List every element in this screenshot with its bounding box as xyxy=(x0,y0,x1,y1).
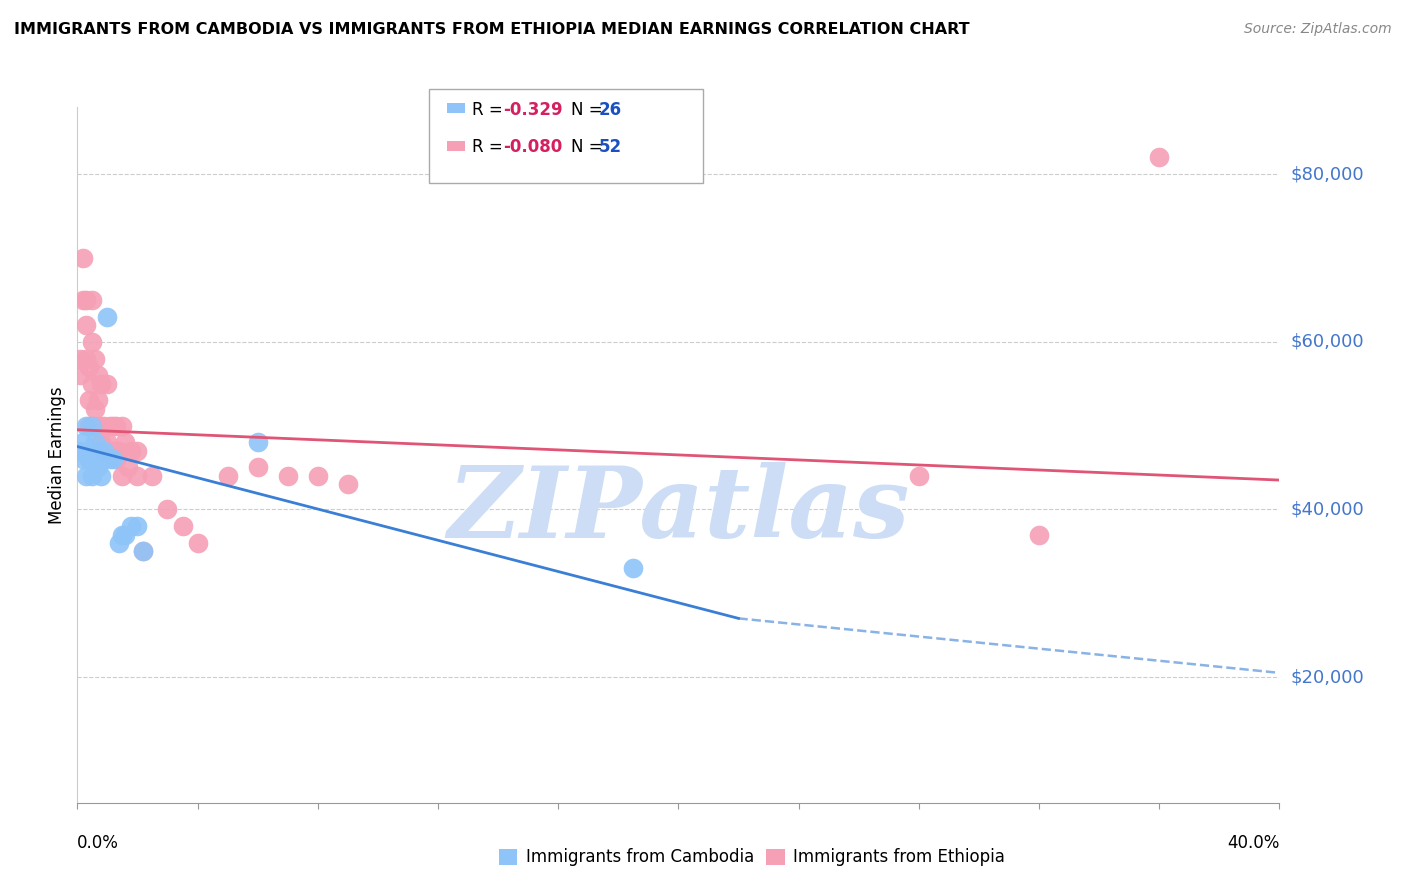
Text: -0.080: -0.080 xyxy=(503,138,562,156)
Point xyxy=(132,544,155,558)
Point xyxy=(186,536,209,550)
Point xyxy=(96,310,118,324)
Text: 26: 26 xyxy=(599,101,621,119)
Point xyxy=(114,527,136,541)
Point xyxy=(93,443,115,458)
Point xyxy=(87,368,110,383)
Point xyxy=(132,544,155,558)
Point xyxy=(103,452,125,467)
Point xyxy=(79,418,101,433)
Point xyxy=(90,376,112,391)
Point xyxy=(108,443,131,458)
Point xyxy=(79,359,101,374)
Point xyxy=(82,334,104,349)
Point xyxy=(111,468,134,483)
Point xyxy=(111,418,134,433)
Text: $60,000: $60,000 xyxy=(1291,333,1364,351)
Point xyxy=(82,376,104,391)
Point xyxy=(75,293,97,307)
Point xyxy=(82,293,104,307)
Point xyxy=(87,443,110,458)
Point xyxy=(84,401,107,416)
Text: $80,000: $80,000 xyxy=(1291,165,1364,183)
Point xyxy=(87,418,110,433)
Point xyxy=(79,443,101,458)
Point xyxy=(172,519,194,533)
Text: $20,000: $20,000 xyxy=(1291,668,1364,686)
Point xyxy=(72,452,94,467)
Point xyxy=(82,418,104,433)
Point xyxy=(69,368,91,383)
Point xyxy=(908,468,931,483)
Point xyxy=(75,468,97,483)
Point xyxy=(72,435,94,450)
Point xyxy=(87,393,110,408)
Text: Immigrants from Ethiopia: Immigrants from Ethiopia xyxy=(793,848,1005,866)
Point xyxy=(96,376,118,391)
Point xyxy=(103,418,125,433)
Point xyxy=(141,468,163,483)
Y-axis label: Median Earnings: Median Earnings xyxy=(48,386,66,524)
Point xyxy=(84,452,107,467)
Point xyxy=(75,351,97,366)
Point xyxy=(621,561,644,575)
Text: R =: R = xyxy=(472,101,509,119)
Point xyxy=(246,435,269,450)
Point xyxy=(90,435,112,450)
Point xyxy=(127,468,149,483)
Point xyxy=(105,418,128,433)
Point xyxy=(307,468,329,483)
Point xyxy=(87,460,110,475)
Point xyxy=(111,527,134,541)
Point xyxy=(96,435,118,450)
Point xyxy=(79,393,101,408)
Point xyxy=(72,251,94,265)
Point xyxy=(82,418,104,433)
Point xyxy=(75,318,97,332)
Point xyxy=(100,418,122,433)
Point xyxy=(75,418,97,433)
Point xyxy=(120,519,142,533)
Point xyxy=(277,468,299,483)
Point xyxy=(156,502,179,516)
Point xyxy=(103,443,125,458)
Text: IMMIGRANTS FROM CAMBODIA VS IMMIGRANTS FROM ETHIOPIA MEDIAN EARNINGS CORRELATION: IMMIGRANTS FROM CAMBODIA VS IMMIGRANTS F… xyxy=(14,22,970,37)
Text: R =: R = xyxy=(472,138,509,156)
Point xyxy=(114,435,136,450)
Point xyxy=(1149,150,1171,164)
Point xyxy=(117,460,139,475)
Point xyxy=(82,468,104,483)
Point xyxy=(120,443,142,458)
Point xyxy=(105,452,128,467)
Point xyxy=(84,351,107,366)
Point xyxy=(127,519,149,533)
Point xyxy=(108,536,131,550)
Point xyxy=(72,293,94,307)
Point xyxy=(84,435,107,450)
Text: N =: N = xyxy=(571,101,607,119)
Text: 0.0%: 0.0% xyxy=(77,834,120,852)
Point xyxy=(93,443,115,458)
Text: Immigrants from Cambodia: Immigrants from Cambodia xyxy=(526,848,754,866)
Point xyxy=(246,460,269,475)
Text: 52: 52 xyxy=(599,138,621,156)
Text: N =: N = xyxy=(571,138,607,156)
Text: Source: ZipAtlas.com: Source: ZipAtlas.com xyxy=(1244,22,1392,37)
Text: 40.0%: 40.0% xyxy=(1227,834,1279,852)
Text: $40,000: $40,000 xyxy=(1291,500,1364,518)
Point xyxy=(90,418,112,433)
Point xyxy=(93,418,115,433)
Point xyxy=(217,468,239,483)
Point xyxy=(69,351,91,366)
Point xyxy=(1028,527,1050,541)
Point xyxy=(336,477,359,491)
Point xyxy=(100,452,122,467)
Point xyxy=(127,443,149,458)
Point xyxy=(79,452,101,467)
Point xyxy=(69,443,91,458)
Text: -0.329: -0.329 xyxy=(503,101,562,119)
Point xyxy=(90,468,112,483)
Text: ZIPatlas: ZIPatlas xyxy=(447,462,910,558)
